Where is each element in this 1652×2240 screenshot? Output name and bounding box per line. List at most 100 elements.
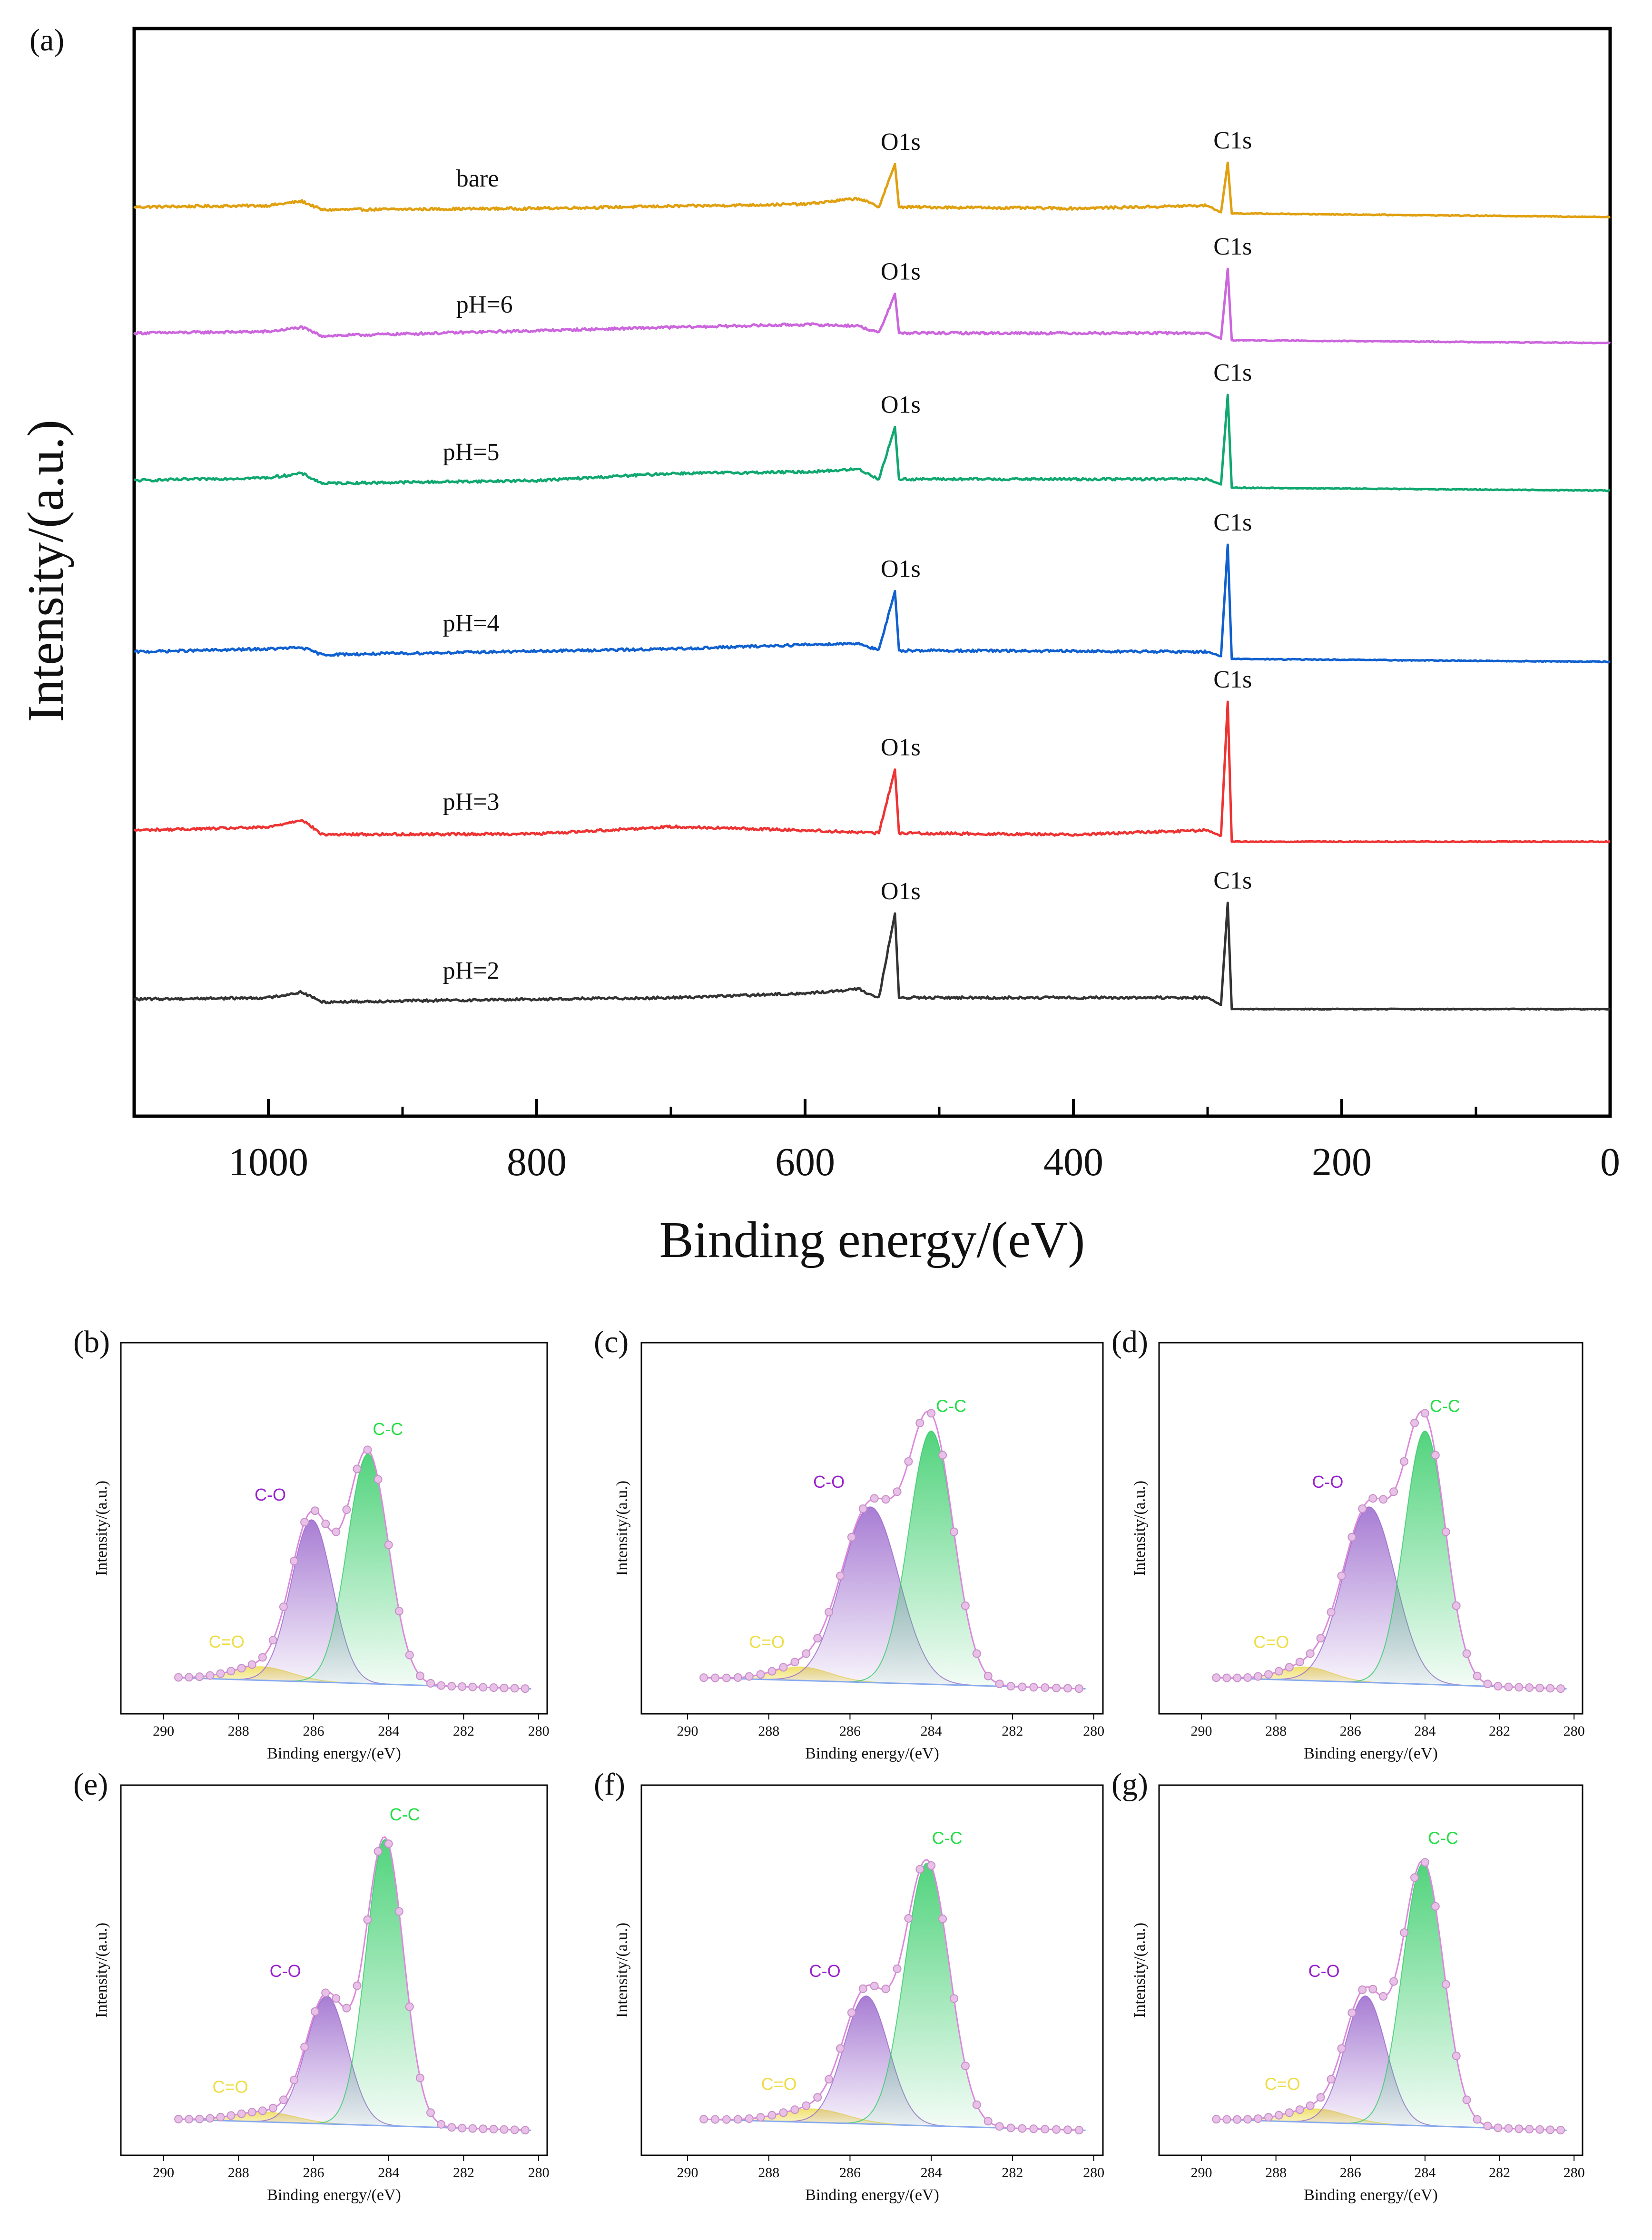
tick-label: 290	[1191, 2165, 1212, 2181]
y-axis-title: Intensity/(a.u.)	[613, 1923, 631, 2018]
data-point-marker	[447, 1682, 456, 1691]
data-point-marker	[405, 2002, 414, 2011]
data-point-marker	[479, 2124, 488, 2133]
data-point-marker	[1327, 2075, 1336, 2084]
data-point-marker	[1431, 1451, 1440, 1460]
tick-label: 280	[528, 1723, 550, 1739]
tick-label: 282	[1002, 2165, 1023, 2181]
y-axis-title: Intensity/(a.u.)	[1131, 1481, 1149, 1576]
data-point-marker	[858, 1504, 867, 1513]
data-point-marker	[1316, 1634, 1325, 1643]
data-point-marker	[500, 1683, 509, 1692]
data-point-marker	[1041, 1683, 1050, 1692]
data-point-marker	[870, 1494, 879, 1503]
data-point-marker	[216, 2112, 225, 2122]
data-point-marker	[927, 1409, 936, 1418]
data-point-marker	[268, 2103, 277, 2112]
data-point-marker	[836, 1572, 845, 1581]
peak-label: C1s	[1213, 509, 1252, 536]
panel-frame	[120, 1784, 548, 2156]
data-point-marker	[733, 1673, 742, 1682]
data-point-marker	[1400, 1928, 1409, 1937]
data-point-marker	[489, 2125, 498, 2133]
tick-label: 282	[453, 2165, 474, 2181]
panel-label: (b)	[73, 1325, 110, 1359]
data-point-marker	[237, 1664, 246, 1673]
data-point-marker	[1546, 1684, 1555, 1693]
data-point-marker	[1410, 1418, 1419, 1427]
peak-label: O1s	[881, 878, 921, 905]
data-point-marker	[1431, 1902, 1440, 1911]
tick-label: 286	[839, 1723, 861, 1739]
data-point-marker	[995, 2122, 1004, 2131]
data-point-marker	[825, 1608, 834, 1617]
data-point-marker	[790, 2105, 799, 2114]
panel-a-x-axis-title: Binding energy/(eV)	[659, 1212, 1085, 1268]
data-point-marker	[961, 1601, 970, 1610]
data-point-marker	[1535, 1683, 1544, 1692]
data-point-marker	[1347, 2008, 1357, 2017]
component-label: C-O	[813, 1472, 845, 1492]
data-point-marker	[1556, 2126, 1565, 2135]
y-axis-title: Intensity/(a.u.)	[93, 1923, 110, 2018]
x-axis-title: Binding energy/(eV)	[1304, 1745, 1438, 1762]
data-point-marker	[510, 2125, 519, 2134]
data-point-marker	[437, 2120, 446, 2129]
data-point-marker	[468, 2124, 477, 2133]
panel-d: (d) 290 288 286 284 282 280 Binding energy/(eV)…	[1111, 1325, 1585, 1762]
tick-label: 290	[153, 2165, 174, 2181]
panel-b: (b) 290 288 286 284 282 280 Binding energy/(eV)…	[73, 1325, 550, 1762]
data-point-marker	[915, 1865, 924, 1874]
peak-label: O1s	[881, 258, 921, 285]
data-point-marker	[290, 2075, 298, 2084]
panel-a-tick-label: 200	[1312, 1140, 1372, 1184]
tick-label: 284	[378, 2165, 399, 2181]
x-axis-title: Binding energy/(eV)	[805, 2186, 939, 2204]
component-label: C-C	[936, 1396, 966, 1416]
data-point-marker	[394, 1607, 403, 1616]
data-point-marker	[258, 1653, 267, 1662]
data-point-marker	[1295, 1658, 1304, 1667]
data-point-marker	[745, 2114, 754, 2123]
data-point-marker	[1410, 1873, 1419, 1882]
data-point-marker	[290, 1556, 298, 1565]
series-name-label: pH=2	[443, 957, 500, 984]
data-point-marker	[500, 2125, 509, 2134]
component-label: C-C	[1428, 1828, 1458, 1848]
component-label: C-O	[809, 1961, 841, 1981]
panel-a-tick-label: 400	[1043, 1140, 1103, 1184]
data-point-marker	[904, 1457, 913, 1466]
data-point-marker	[216, 1669, 225, 1678]
data-point-marker	[1483, 1680, 1492, 1689]
data-point-marker	[1368, 1985, 1377, 1994]
data-point-marker	[847, 2008, 856, 2017]
data-point-marker	[756, 2113, 765, 2122]
series-name-label: pH=6	[456, 291, 513, 318]
data-point-marker	[521, 1684, 530, 1693]
panel-label: (f)	[594, 1767, 625, 1802]
tick-label: 288	[758, 2165, 779, 2181]
data-point-marker	[1074, 1684, 1083, 1693]
component-label: C-C	[932, 1828, 963, 1848]
data-point-marker	[195, 2114, 204, 2123]
tick-label: 284	[1414, 1723, 1436, 1739]
data-point-marker	[1222, 1673, 1231, 1682]
data-point-marker	[995, 1680, 1004, 1689]
peak-label: O1s	[881, 392, 921, 419]
data-point-marker	[950, 1994, 958, 2003]
peak-label: C1s	[1213, 867, 1252, 894]
data-point-marker	[1379, 1495, 1388, 1504]
data-point-marker	[1535, 2125, 1544, 2134]
data-point-marker	[881, 1495, 890, 1504]
data-point-marker	[353, 1464, 362, 1474]
data-point-marker	[1264, 2113, 1273, 2122]
data-point-marker	[767, 1667, 777, 1676]
tick-label: 290	[677, 2165, 698, 2181]
data-point-marker	[722, 2115, 731, 2124]
x-axis-title: Binding energy/(eV)	[805, 1745, 939, 1762]
data-point-marker	[711, 1673, 719, 1682]
data-point-marker	[1222, 2115, 1231, 2124]
panel-a-tick-label: 0	[1600, 1140, 1620, 1184]
data-point-marker	[1295, 2105, 1304, 2114]
data-point-marker	[258, 2106, 267, 2115]
